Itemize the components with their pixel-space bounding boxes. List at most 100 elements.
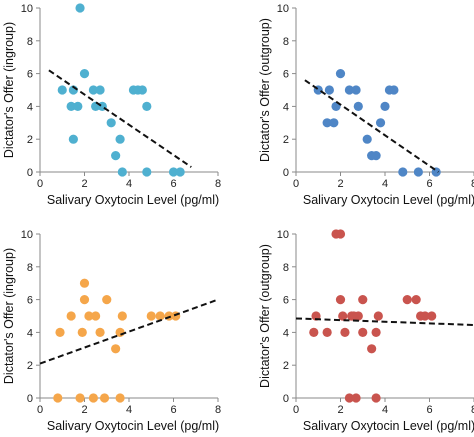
- x-axis-title: Salivary Oxytocin Level (pg/ml): [47, 419, 219, 433]
- panel-3: 0 2 4 6 8 0 2 4 6 8 10 Salivary Oxytocin Level (pg/…: [2, 229, 221, 433]
- x-tick-label: 0: [37, 404, 43, 416]
- data-point: [95, 327, 105, 337]
- x-tick-label: 0: [293, 178, 299, 190]
- data-point: [75, 3, 85, 13]
- data-point: [351, 85, 361, 95]
- y-tick-label: 0: [283, 393, 289, 405]
- x-tick-label: 8: [215, 178, 221, 190]
- data-point: [137, 85, 147, 95]
- data-point: [84, 311, 94, 321]
- data-point: [389, 85, 399, 95]
- data-point: [175, 167, 185, 177]
- data-point: [168, 167, 179, 177]
- data-point: [402, 295, 412, 305]
- trendline: [304, 79, 439, 173]
- y-axis-title: Dictator's Offer (ingroup): [2, 248, 16, 384]
- data-point: [117, 311, 127, 321]
- data-point: [75, 393, 85, 403]
- x-tick-label: 2: [81, 404, 87, 416]
- data-point: [411, 295, 421, 305]
- data-point: [57, 85, 67, 95]
- y-axis-title: Dictator's Offer (outgroup): [258, 18, 272, 162]
- data-point: [427, 311, 437, 321]
- data-point: [99, 393, 110, 403]
- data-point: [338, 311, 348, 321]
- data-point: [344, 393, 354, 403]
- x-tick-label: 6: [170, 178, 176, 190]
- data-point: [351, 393, 361, 403]
- data-point: [344, 85, 354, 95]
- y-axis-title: Dictator's Offer (outgroup): [258, 244, 272, 388]
- x-tick-label: 6: [170, 404, 176, 416]
- y-tick-label: 2: [283, 134, 289, 146]
- y-tick-label: 8: [283, 262, 289, 274]
- data-point: [367, 344, 377, 354]
- data-point: [146, 311, 156, 321]
- y-tick-label: 4: [27, 327, 33, 339]
- x-tick-label: 2: [81, 178, 87, 190]
- data-point: [79, 295, 90, 305]
- y-tick-label: 10: [21, 229, 33, 241]
- x-axis-title: Salivary Oxytocin Level (pg/ml): [47, 193, 219, 207]
- data-point: [95, 85, 105, 95]
- x-tick-label: 2: [337, 404, 343, 416]
- y-tick-label: 10: [21, 3, 33, 15]
- data-point: [79, 69, 90, 79]
- data-point: [88, 393, 98, 403]
- x-tick-label: 8: [471, 178, 474, 190]
- data-point: [420, 311, 430, 321]
- data-point: [79, 278, 90, 288]
- y-tick-label: 6: [283, 295, 289, 307]
- data-point: [142, 101, 152, 111]
- x-axis-title: Salivary Oxytocin Level (pg/ml): [303, 419, 474, 433]
- x-tick-label: 4: [382, 404, 388, 416]
- y-tick-label: 10: [277, 229, 289, 241]
- data-point: [68, 134, 78, 144]
- data-point: [142, 167, 152, 177]
- data-point: [371, 393, 381, 403]
- x-tick-label: 2: [337, 178, 343, 190]
- data-point: [324, 85, 334, 95]
- y-tick-label: 4: [283, 327, 289, 339]
- data-point: [115, 134, 125, 144]
- data-point: [53, 393, 63, 403]
- data-point: [77, 327, 87, 337]
- x-tick-label: 0: [37, 178, 43, 190]
- x-tick-label: 8: [471, 404, 474, 416]
- data-point: [362, 134, 372, 144]
- data-point: [66, 311, 76, 321]
- y-tick-label: 6: [283, 69, 289, 81]
- data-point: [358, 327, 368, 337]
- data-point: [322, 327, 332, 337]
- data-point: [73, 101, 83, 111]
- trendline: [295, 317, 474, 327]
- data-point: [358, 295, 368, 305]
- data-point: [88, 85, 98, 95]
- y-tick-label: 0: [27, 393, 33, 405]
- x-tick-label: 6: [426, 178, 432, 190]
- y-tick-label: 6: [27, 69, 33, 81]
- data-point: [335, 69, 346, 79]
- data-point: [102, 295, 112, 305]
- data-point: [111, 151, 121, 161]
- data-point: [371, 327, 381, 337]
- data-point: [335, 295, 346, 305]
- data-point: [398, 167, 408, 177]
- data-point: [353, 311, 363, 321]
- y-tick-label: 10: [277, 3, 289, 15]
- data-point: [375, 118, 386, 128]
- trendline: [39, 298, 219, 365]
- x-tick-label: 4: [126, 178, 132, 190]
- data-point: [353, 101, 363, 111]
- panel-4: 0 2 4 6 8 0 2 4 6 8 10 Salivary Oxytocin Level (pg/…: [258, 229, 474, 433]
- x-tick-label: 0: [293, 404, 299, 416]
- y-tick-label: 0: [283, 167, 289, 179]
- panel-2: 0 2 4 6 8 0 2 4 6 8 10 Salivary Oxytocin Level (pg/…: [258, 3, 474, 207]
- data-point: [91, 311, 101, 321]
- y-tick-label: 2: [283, 360, 289, 372]
- data-point: [55, 327, 65, 337]
- data-point: [66, 101, 76, 111]
- y-tick-label: 4: [27, 101, 33, 113]
- y-tick-label: 2: [27, 360, 33, 372]
